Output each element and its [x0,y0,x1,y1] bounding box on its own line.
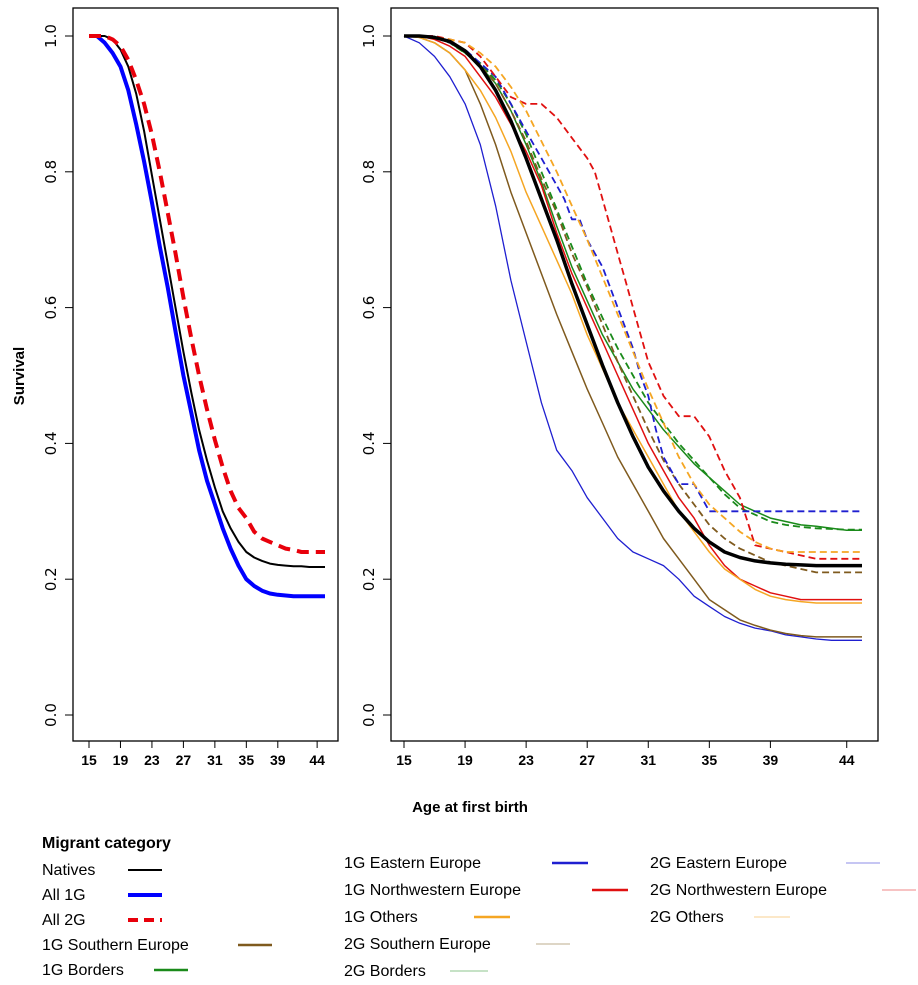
left-y-tick-label: 0.4 [42,431,60,455]
left-x-tick-label: 27 [176,752,192,768]
left-panel: 0.0 0.2 0.4 0.6 0.8 1.0 15 19 23 27 31 35 39 44 [42,7,339,768]
right-x-tick-label: 31 [640,752,656,768]
left-x-tick-label: 35 [239,752,255,768]
legend-label-2g-borders: 2G Borders [344,963,426,980]
left-y-tick-label: 0.2 [42,567,60,591]
right-y-tick-label: 0.2 [360,567,378,591]
legend-label-1g-eastern-europe: 1G Eastern Europe [344,855,481,872]
right-series-1g-eastern-europe [403,35,862,641]
legend-label-1g-borders: 1G Borders [42,962,124,979]
left-x-tick-label: 23 [144,752,160,768]
right-series-natives [404,34,862,568]
right-panel: 0.0 0.2 0.4 0.6 0.8 1.0 15 19 23 27 31 35 39 44 [360,7,879,768]
right-y-tick-label: 0.4 [360,431,378,455]
legend-label-2g-northwestern-europe: 2G Northwestern Europe [650,882,827,899]
legend-label-natives: Natives [42,862,95,879]
left-x-tick-label: 19 [113,752,129,768]
legend-label-2g-eastern-europe: 2G Eastern Europe [650,855,787,872]
right-x-tick-label: 19 [457,752,473,768]
right-series-2g-others [404,35,862,553]
legend-label-2g-others: 2G Others [650,909,724,926]
right-x-tick-label: 35 [702,752,718,768]
left-y-tick-label: 0.0 [42,703,60,727]
legend-label-1g-northwestern-europe: 1G Northwestern Europe [344,882,521,899]
left-plot-frame [72,7,339,742]
legend-label-1g-southern-europe: 1G Southern Europe [42,937,189,954]
right-series-2g-eastern-europe [404,35,862,513]
legend: Migrant category Natives All 1G All 2G 1G S… [42,835,916,980]
right-x-tick-label: 23 [518,752,534,768]
right-y-tick-label: 0.8 [360,160,378,184]
left-series-all-2g [89,34,325,554]
left-y-tick-label: 0.8 [42,160,60,184]
right-x-tick-label: 44 [839,752,855,768]
left-y-tick-label: 0.6 [42,296,60,320]
left-series-all-1g [89,34,325,599]
y-axis-title: Survival [11,347,28,405]
right-series-1g-southern-europe [403,35,862,638]
left-x-tick-label: 31 [207,752,223,768]
right-x-tick-label: 27 [579,752,595,768]
left-x-tick-label: 15 [81,752,97,768]
left-y-tick-label: 1.0 [42,24,60,48]
legend-label-1g-others: 1G Others [344,909,418,926]
right-series-1g-northwestern-europe [404,35,862,601]
right-series-1g-others [403,35,862,604]
legend-label-all-2g: All 2G [42,912,86,929]
right-plot-frame [390,7,879,742]
legend-label-all-1g: All 1G [42,887,86,904]
left-x-tick-label: 39 [270,752,286,768]
right-series-2g-borders [404,35,862,531]
x-axis-title: Age at first birth [412,799,528,816]
right-y-tick-label: 0.0 [360,703,378,727]
legend-title: Migrant category [42,835,171,852]
legend-label-2g-southern-europe: 2G Southern Europe [344,936,491,953]
left-series-natives [89,35,325,568]
right-x-tick-label: 15 [396,752,412,768]
right-x-tick-label: 39 [763,752,779,768]
right-series-2g-northwestern-europe [404,35,862,560]
left-x-tick-label: 44 [309,752,325,768]
right-y-tick-label: 0.6 [360,296,378,320]
right-y-tick-label: 1.0 [360,24,378,48]
